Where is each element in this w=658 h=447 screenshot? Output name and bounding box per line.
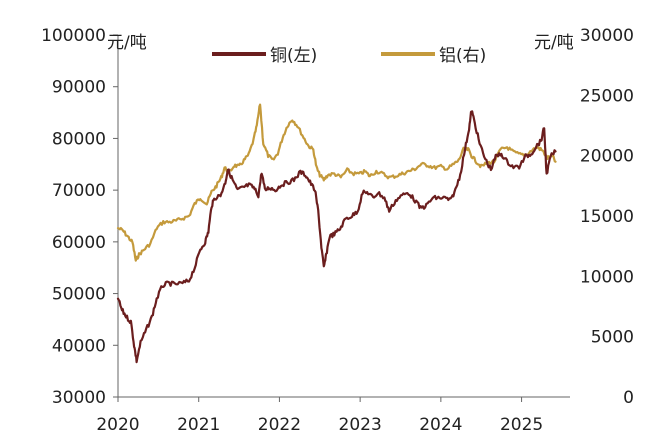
left-axis-tick-label: 60000 <box>52 233 106 253</box>
right-axis-tick-label: 15000 <box>580 207 634 227</box>
right-axis-unit: 元/吨 <box>534 33 574 53</box>
left-axis-unit: 元/吨 <box>107 33 147 53</box>
left-axis-tick-label: 80000 <box>52 129 106 149</box>
left-axis-ticks: 30000 40000 50000 60000 70000 80000 90000 10000… <box>41 26 118 408</box>
x-axis-tick-label: 2020 <box>96 415 139 435</box>
legend-label-aluminum: 铝(右) <box>439 46 486 66</box>
left-axis-tick-label: 100000 <box>41 26 106 46</box>
right-axis-ticks: 0 5000 10000 15000 20000 25000 30000 <box>580 26 634 408</box>
x-axis-ticks: 2020 2021 2022 2023 2024 2025 <box>96 397 543 435</box>
right-axis-tick-label: 30000 <box>580 26 634 46</box>
right-axis-tick-label: 25000 <box>580 86 634 106</box>
x-axis-tick-label: 2025 <box>500 415 543 435</box>
x-axis-tick-label: 2024 <box>419 415 462 435</box>
legend-label-copper: 铜(左) <box>270 46 317 66</box>
right-axis-tick-label: 0 <box>623 388 634 408</box>
aluminum-price-line <box>116 103 557 262</box>
right-axis-tick-label: 10000 <box>580 267 634 287</box>
x-axis-tick-label: 2023 <box>339 415 382 435</box>
x-axis-tick-label: 2022 <box>258 415 301 435</box>
left-axis-tick-label: 70000 <box>52 181 106 201</box>
left-axis-tick-label: 90000 <box>52 78 106 98</box>
legend: 铜(左) 铝(右) <box>212 46 486 66</box>
copper-price-line <box>116 110 557 364</box>
plot-area <box>116 103 557 364</box>
x-axis-tick-label: 2021 <box>177 415 220 435</box>
right-axis-tick-label: 5000 <box>591 328 634 348</box>
left-axis-tick-label: 40000 <box>52 336 106 356</box>
left-axis-tick-label: 30000 <box>52 388 106 408</box>
left-axis-tick-label: 50000 <box>52 285 106 305</box>
right-axis-tick-label: 20000 <box>580 147 634 167</box>
